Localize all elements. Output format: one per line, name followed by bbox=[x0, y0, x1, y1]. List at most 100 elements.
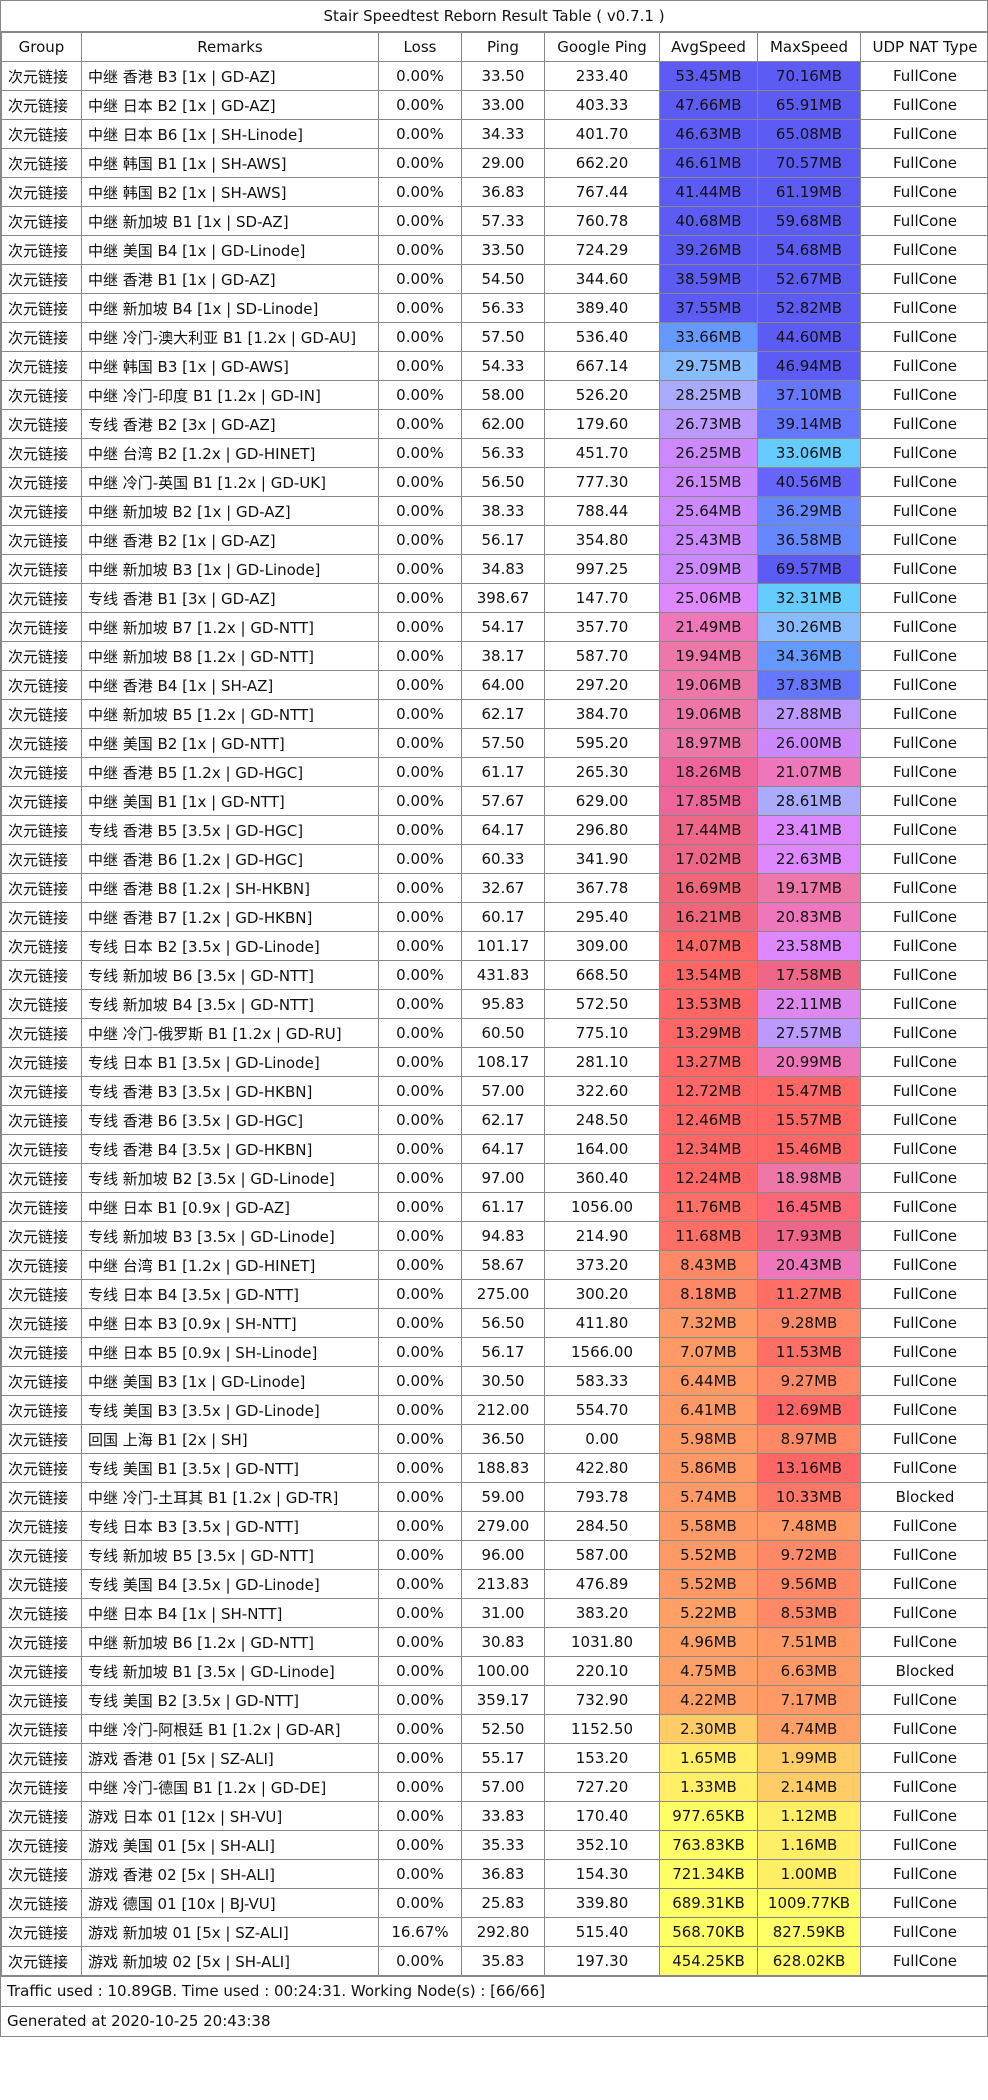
cell-udp-nat-type: FullCone bbox=[860, 1888, 988, 1918]
cell-udp-nat-type: FullCone bbox=[860, 1308, 988, 1338]
cell-loss: 0.00% bbox=[378, 1714, 462, 1744]
cell-udp-nat-type: FullCone bbox=[860, 873, 988, 903]
cell-avg-speed: 4.96MB bbox=[659, 1627, 758, 1657]
cell-udp-nat-type: FullCone bbox=[860, 1917, 988, 1947]
cell-remarks: 中继 新加坡 B8 [1.2x | GD-NTT] bbox=[81, 641, 379, 671]
cell-ping: 95.83 bbox=[461, 989, 545, 1019]
cell-ping: 54.33 bbox=[461, 351, 545, 381]
cell-udp-nat-type: FullCone bbox=[860, 1946, 988, 1976]
cell-ping: 275.00 bbox=[461, 1279, 545, 1309]
table-row: 次元链接 中继 日本 B3 [0.9x | SH-NTT] 0.00% 56.50 41… bbox=[1, 1308, 988, 1338]
cell-google-ping: 767.44 bbox=[544, 177, 660, 207]
cell-loss: 0.00% bbox=[378, 1946, 462, 1976]
cell-google-ping: 373.20 bbox=[544, 1250, 660, 1280]
table-row: 次元链接 游戏 新加坡 02 [5x | SH-ALI] 0.00% 35.83 197… bbox=[1, 1946, 988, 1976]
table-row: 次元链接 回国 上海 B1 [2x | SH] 0.00% 36.50 0.00 5.98… bbox=[1, 1424, 988, 1454]
table-row: 次元链接 游戏 新加坡 01 [5x | SZ-ALI] 16.67% 292.80 5… bbox=[1, 1917, 988, 1947]
cell-loss: 0.00% bbox=[378, 467, 462, 497]
cell-group: 次元链接 bbox=[1, 1801, 82, 1831]
cell-google-ping: 515.40 bbox=[544, 1917, 660, 1947]
cell-ping: 38.17 bbox=[461, 641, 545, 671]
cell-ping: 213.83 bbox=[461, 1569, 545, 1599]
cell-udp-nat-type: FullCone bbox=[860, 554, 988, 584]
cell-group: 次元链接 bbox=[1, 525, 82, 555]
cell-google-ping: 153.20 bbox=[544, 1743, 660, 1773]
cell-google-ping: 383.20 bbox=[544, 1598, 660, 1628]
cell-group: 次元链接 bbox=[1, 1163, 82, 1193]
cell-loss: 0.00% bbox=[378, 148, 462, 178]
cell-loss: 0.00% bbox=[378, 1453, 462, 1483]
cell-remarks: 专线 香港 B4 [3.5x | GD-HKBN] bbox=[81, 1134, 379, 1164]
cell-remarks: 专线 新加坡 B2 [3.5x | GD-Linode] bbox=[81, 1163, 379, 1193]
cell-loss: 0.00% bbox=[378, 119, 462, 149]
cell-max-speed: 59.68MB bbox=[757, 206, 861, 236]
cell-ping: 57.67 bbox=[461, 786, 545, 816]
table-row: 次元链接 专线 新加坡 B4 [3.5x | GD-NTT] 0.00% 95.83 5… bbox=[1, 989, 988, 1019]
cell-group: 次元链接 bbox=[1, 496, 82, 526]
cell-udp-nat-type: FullCone bbox=[860, 844, 988, 874]
cell-ping: 54.50 bbox=[461, 264, 545, 294]
traffic-summary: Traffic used : 10.89GB. Time used : 00:2… bbox=[1, 1976, 987, 2006]
cell-max-speed: 1009.77KB bbox=[757, 1888, 861, 1918]
table-row: 次元链接 专线 香港 B4 [3.5x | GD-HKBN] 0.00% 64.17 1… bbox=[1, 1134, 988, 1164]
cell-group: 次元链接 bbox=[1, 90, 82, 120]
cell-group: 次元链接 bbox=[1, 264, 82, 294]
cell-max-speed: 7.17MB bbox=[757, 1685, 861, 1715]
table-row: 次元链接 中继 新加坡 B2 [1x | GD-AZ] 0.00% 38.33 788.… bbox=[1, 496, 988, 526]
cell-avg-speed: 977.65KB bbox=[659, 1801, 758, 1831]
cell-remarks: 中继 香港 B3 [1x | GD-AZ] bbox=[81, 61, 379, 91]
cell-max-speed: 12.69MB bbox=[757, 1395, 861, 1425]
cell-avg-speed: 25.43MB bbox=[659, 525, 758, 555]
header-group: Group bbox=[1, 32, 82, 62]
cell-group: 次元链接 bbox=[1, 1192, 82, 1222]
table-row: 次元链接 中继 冷门-土耳其 B1 [1.2x | GD-TR] 0.00% 59.0… bbox=[1, 1482, 988, 1512]
cell-udp-nat-type: Blocked bbox=[860, 1482, 988, 1512]
cell-remarks: 中继 香港 B8 [1.2x | SH-HKBN] bbox=[81, 873, 379, 903]
cell-avg-speed: 6.44MB bbox=[659, 1366, 758, 1396]
cell-loss: 0.00% bbox=[378, 960, 462, 990]
cell-max-speed: 40.56MB bbox=[757, 467, 861, 497]
cell-max-speed: 2.14MB bbox=[757, 1772, 861, 1802]
cell-group: 次元链接 bbox=[1, 1714, 82, 1744]
cell-max-speed: 46.94MB bbox=[757, 351, 861, 381]
cell-ping: 56.17 bbox=[461, 1337, 545, 1367]
cell-udp-nat-type: FullCone bbox=[860, 1627, 988, 1657]
cell-avg-speed: 26.25MB bbox=[659, 438, 758, 468]
cell-loss: 0.00% bbox=[378, 1888, 462, 1918]
cell-udp-nat-type: FullCone bbox=[860, 612, 988, 642]
cell-avg-speed: 19.94MB bbox=[659, 641, 758, 671]
cell-loss: 0.00% bbox=[378, 1540, 462, 1570]
cell-avg-speed: 25.64MB bbox=[659, 496, 758, 526]
cell-group: 次元链接 bbox=[1, 873, 82, 903]
cell-ping: 56.17 bbox=[461, 525, 545, 555]
cell-remarks: 中继 新加坡 B7 [1.2x | GD-NTT] bbox=[81, 612, 379, 642]
cell-google-ping: 422.80 bbox=[544, 1453, 660, 1483]
cell-max-speed: 827.59KB bbox=[757, 1917, 861, 1947]
cell-group: 次元链接 bbox=[1, 177, 82, 207]
cell-loss: 0.00% bbox=[378, 699, 462, 729]
table-row: 次元链接 中继 香港 B1 [1x | GD-AZ] 0.00% 54.50 344.6… bbox=[1, 264, 988, 294]
table-row: 次元链接 中继 冷门-德国 B1 [1.2x | GD-DE] 0.00% 57.00… bbox=[1, 1772, 988, 1802]
cell-remarks: 中继 新加坡 B3 [1x | GD-Linode] bbox=[81, 554, 379, 584]
cell-udp-nat-type: FullCone bbox=[860, 583, 988, 613]
cell-avg-speed: 29.75MB bbox=[659, 351, 758, 381]
cell-remarks: 游戏 新加坡 02 [5x | SH-ALI] bbox=[81, 1946, 379, 1976]
cell-loss: 0.00% bbox=[378, 1308, 462, 1338]
cell-loss: 0.00% bbox=[378, 989, 462, 1019]
cell-avg-speed: 25.09MB bbox=[659, 554, 758, 584]
cell-avg-speed: 1.33MB bbox=[659, 1772, 758, 1802]
table-row: 次元链接 专线 香港 B5 [3.5x | GD-HGC] 0.00% 64.17 29… bbox=[1, 815, 988, 845]
cell-avg-speed: 689.31KB bbox=[659, 1888, 758, 1918]
cell-udp-nat-type: FullCone bbox=[860, 1192, 988, 1222]
cell-google-ping: 297.20 bbox=[544, 670, 660, 700]
cell-max-speed: 33.06MB bbox=[757, 438, 861, 468]
cell-avg-speed: 25.06MB bbox=[659, 583, 758, 613]
cell-google-ping: 296.80 bbox=[544, 815, 660, 845]
cell-max-speed: 17.58MB bbox=[757, 960, 861, 990]
table-row: 次元链接 游戏 日本 01 [12x | SH-VU] 0.00% 33.83 170.… bbox=[1, 1801, 988, 1831]
cell-google-ping: 595.20 bbox=[544, 728, 660, 758]
cell-group: 次元链接 bbox=[1, 206, 82, 236]
cell-google-ping: 732.90 bbox=[544, 1685, 660, 1715]
cell-google-ping: 1566.00 bbox=[544, 1337, 660, 1367]
cell-google-ping: 341.90 bbox=[544, 844, 660, 874]
